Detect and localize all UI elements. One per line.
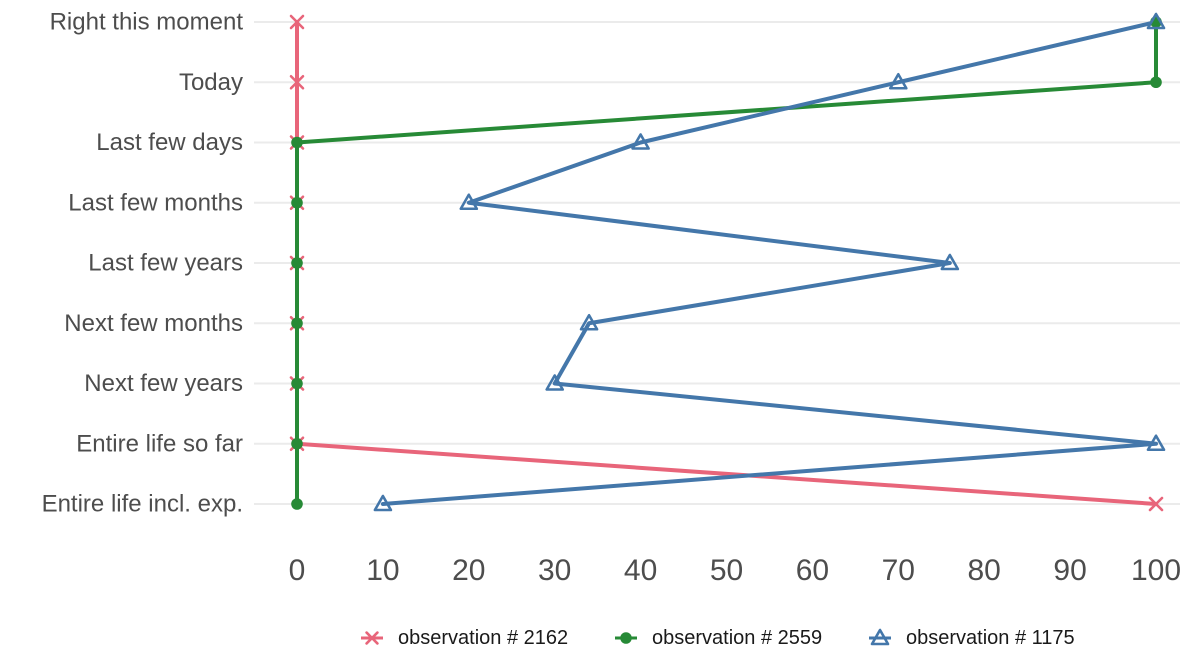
legend-label: observation # 2559 [652,627,822,649]
x-tick-label: 30 [538,554,571,587]
x-tick-label: 20 [452,554,485,587]
x-marker [1148,496,1164,512]
dot-marker [291,136,303,149]
gridlines [254,21,1180,505]
category-label: Next few years [84,370,243,397]
category-label: Next few months [64,310,243,337]
category-label: Entire life incl. exp. [42,491,243,518]
triangle-marker [940,253,960,271]
dot-marker [291,317,303,330]
category-label: Last few years [88,250,243,277]
dot-marker [291,437,303,450]
category-axis-labels: Right this moment Today Last few days Last … [42,9,244,518]
legend-label: observation # 1175 [906,627,1075,649]
dot-marker [291,498,303,510]
x-marker [289,74,305,90]
series-line-3 [380,20,1158,506]
legend-item: observation # 2559 [615,627,822,649]
category-label: Today [179,69,243,96]
x-tick-label: 100 [1131,554,1181,587]
category-label: Entire life so far [76,430,243,457]
triangle-marker [631,133,650,150]
category-label: Right this moment [50,9,244,36]
x-tick-label: 90 [1053,554,1086,587]
triangle-marker [459,193,479,211]
triangle-marker [1146,434,1166,452]
legend-label: observation # 2162 [398,627,568,649]
triangle-marker [1146,12,1166,30]
dot-marker [291,377,303,390]
triangle-marker [888,72,908,90]
category-label: Last few months [68,189,243,216]
x-marker [289,14,305,30]
x-tick-label: 10 [366,554,399,587]
x-tick-label: 60 [796,554,829,587]
value-axis-tick-labels: 0 10 20 30 40 50 60 70 80 90 100 [289,554,1181,587]
x-marker [365,631,379,645]
legend-item: observation # 2162 [361,627,568,649]
x-tick-label: 40 [624,554,657,587]
x-tick-label: 70 [882,554,915,587]
triangle-marker [373,494,393,512]
legend: observation # 2162 observation # 2559 obse… [361,627,1075,649]
x-tick-label: 80 [968,554,1001,587]
category-label: Last few days [96,129,243,156]
series-markers [289,12,1166,512]
legend-item: observation # 1175 [869,627,1075,649]
x-tick-label: 50 [710,554,743,587]
triangle-marker [545,374,565,391]
dot-marker [291,257,303,269]
triangle-marker [579,313,599,331]
dot-marker [291,196,303,209]
dot-marker [1150,76,1162,89]
x-tick-label: 0 [289,554,306,587]
triangle-marker [870,628,890,646]
dot-marker [620,632,632,644]
